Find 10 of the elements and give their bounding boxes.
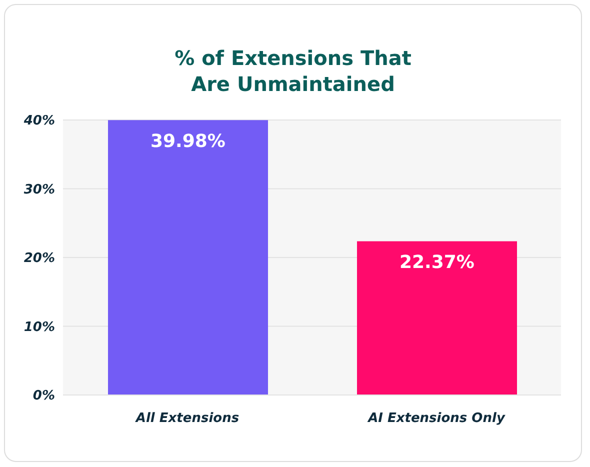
chart-title: % of Extensions That Are Unmaintained (174, 45, 412, 98)
y-tick-label: 0% (32, 388, 55, 404)
y-tick-label: 30% (24, 182, 55, 198)
data-label: 39.98% (150, 130, 226, 152)
y-tick-label: 20% (24, 251, 55, 266)
x-tick-label: AI Extensions Only (367, 411, 506, 426)
x-tick-label: All Extensions (134, 411, 240, 426)
y-tick-label: 10% (24, 320, 55, 335)
y-tick-label: 40% (22, 114, 55, 129)
data-label: 22.37% (400, 252, 474, 273)
